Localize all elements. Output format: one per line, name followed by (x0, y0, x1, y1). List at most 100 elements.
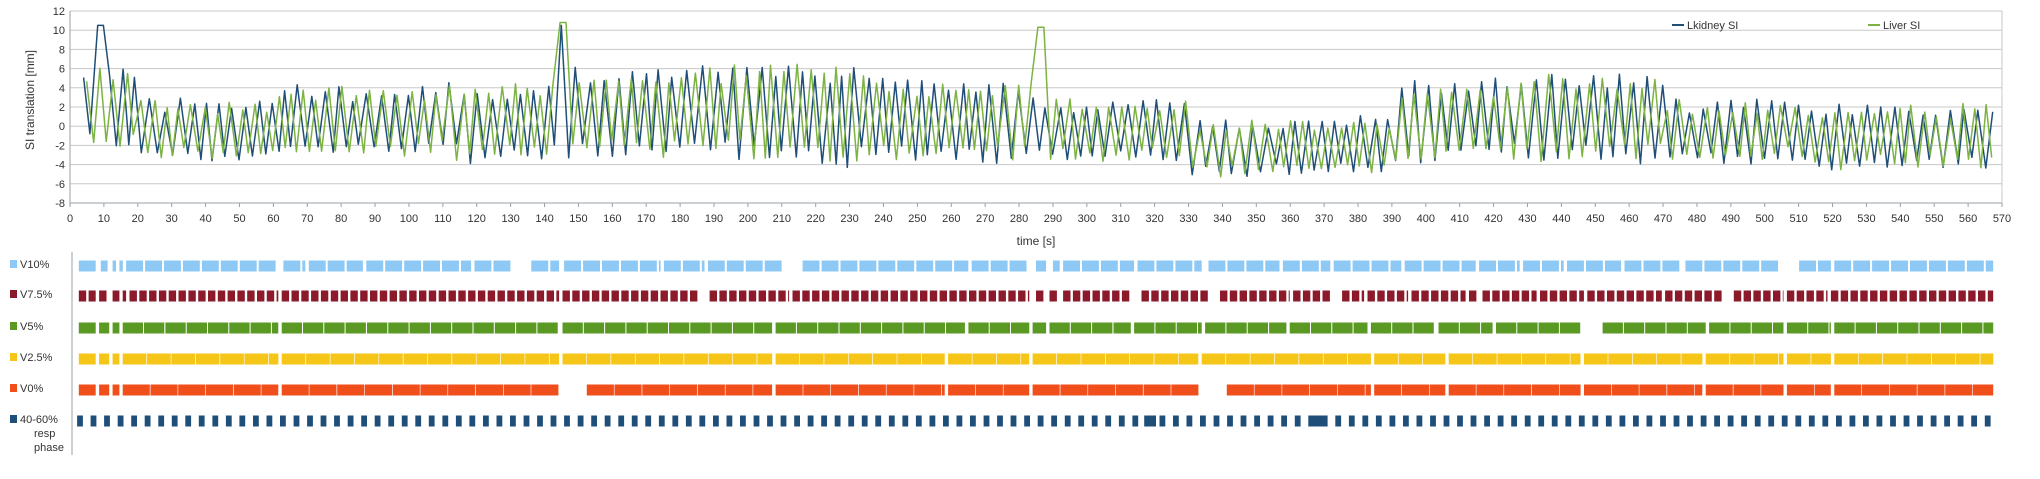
timeline-dash (448, 384, 476, 396)
x-tick-label: 50 (233, 213, 245, 225)
timeline-dash (1008, 290, 1016, 302)
timeline-dash (1826, 290, 1828, 302)
timeline-dash (1674, 290, 1683, 302)
timeline-pulse (1091, 415, 1098, 427)
timeline-dash (707, 260, 725, 272)
timeline-pulse (1078, 415, 1085, 427)
timeline-dash (1226, 322, 1247, 334)
timeline-dash (1684, 290, 1693, 302)
timeline-dash (1151, 290, 1159, 302)
timeline-dash (1947, 260, 1965, 272)
x-tick-label: 290 (1044, 213, 1062, 225)
timeline-dash (748, 290, 757, 302)
timeline-dash (586, 384, 614, 396)
timeline-dash (1754, 353, 1779, 365)
timeline-dash (78, 260, 96, 272)
timeline-dash (330, 353, 355, 365)
timeline-pulse (1403, 415, 1409, 427)
timeline-dash (1611, 384, 1639, 396)
timeline-dash (556, 290, 560, 302)
timeline-pulse (1430, 415, 1436, 427)
timeline-dash (602, 260, 619, 272)
timeline-dash (605, 322, 626, 334)
timeline-dash (1130, 353, 1154, 365)
timeline-dash (1450, 290, 1459, 302)
timeline-pulse (740, 415, 746, 427)
timeline-dash (306, 353, 330, 365)
timeline-pulse (564, 415, 570, 427)
timeline-dash (309, 384, 337, 396)
timeline-dash (1293, 290, 1301, 302)
timeline-dash (611, 290, 619, 302)
timeline-pulse (1010, 415, 1017, 427)
timeline-dash (266, 290, 275, 302)
timeline-dash (670, 384, 698, 396)
x-tick-label: 500 (1756, 213, 1774, 225)
timeline-dash (78, 384, 96, 396)
timeline-dash (562, 353, 587, 365)
timeline-dash (684, 353, 708, 365)
timeline-dash (122, 353, 147, 365)
timeline-dash (250, 322, 271, 334)
timeline-dash (1919, 290, 1927, 302)
timeline-dash (709, 290, 717, 302)
timeline-dash (562, 290, 570, 302)
timeline-dash (1175, 260, 1193, 272)
timeline-dash (1332, 322, 1353, 334)
timeline-dash (1602, 322, 1623, 334)
x-tick-label: 80 (335, 213, 347, 225)
timeline-pulse (1105, 415, 1112, 427)
timeline-dash (1662, 260, 1680, 272)
timeline-pulse (713, 415, 719, 427)
timeline-dash (370, 290, 378, 302)
timeline-dash (327, 260, 345, 272)
y-tick-label: 10 (53, 25, 65, 37)
timeline-pulse (293, 415, 300, 427)
timeline-dash (621, 260, 638, 272)
timeline-dash (1763, 290, 1771, 302)
timeline-dash (802, 260, 820, 272)
timeline-dash (494, 322, 516, 334)
x-tick-label: 20 (132, 213, 144, 225)
timeline-pulse (956, 415, 963, 427)
timeline-dash (948, 384, 976, 396)
timeline-dash (1567, 260, 1584, 272)
timeline-dash (302, 260, 306, 272)
x-tick-label: 380 (1349, 213, 1367, 225)
timeline-pulse (266, 415, 273, 427)
timeline-dash (647, 322, 668, 334)
timeline-dash (775, 384, 803, 396)
timeline-pulse (1605, 415, 1612, 427)
timeline-dash (536, 290, 545, 302)
timeline-dash (112, 384, 120, 396)
timeline-legend-swatch (10, 415, 17, 423)
timeline-dash (959, 290, 967, 302)
timeline-dash (78, 322, 96, 334)
timeline-dash (500, 353, 525, 365)
timeline-dash (276, 290, 279, 302)
timeline-dash (1032, 353, 1057, 365)
timeline-dash (1687, 322, 1706, 334)
timeline-dash (1190, 290, 1198, 302)
timeline-dash (531, 260, 549, 272)
timeline-dash (1834, 353, 1858, 365)
timeline-dash (403, 353, 428, 365)
timeline-dash (1398, 353, 1423, 365)
timeline-dash (1958, 290, 1966, 302)
x-tick-label: 300 (1078, 213, 1096, 225)
x-tick-label: 470 (1654, 213, 1672, 225)
timeline-pulse (253, 415, 259, 427)
timeline-dash (537, 322, 558, 334)
timeline-dash (732, 322, 754, 334)
timeline-dash (1411, 290, 1419, 302)
timeline-dash (1476, 384, 1504, 396)
timeline-labels: V10% V7.5% V5% V2.5% V0% 40-60% resp phase (10, 259, 64, 454)
timeline-dash (420, 384, 448, 396)
timeline-dash (1829, 322, 1831, 334)
timeline-dash (1288, 290, 1290, 302)
timeline-dash (1639, 384, 1667, 396)
timeline-dash (1141, 290, 1149, 302)
timeline-pulse (685, 415, 692, 427)
timeline-dash (1570, 353, 1581, 365)
x-tick-label: 310 (1112, 213, 1130, 225)
